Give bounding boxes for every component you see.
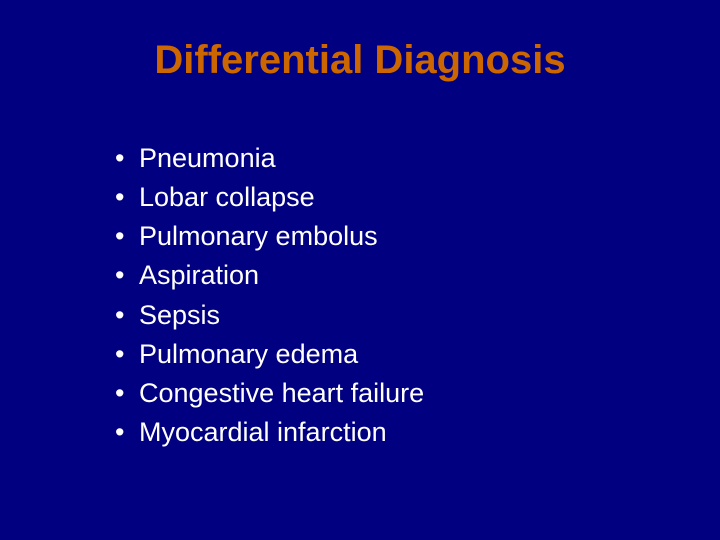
bullet-icon: • xyxy=(115,335,139,374)
list-item: • Sepsis xyxy=(115,296,660,335)
bullet-icon: • xyxy=(115,256,139,295)
bullet-text: Aspiration xyxy=(139,256,660,295)
bullet-text: Sepsis xyxy=(139,296,660,335)
bullet-text: Congestive heart failure xyxy=(139,374,660,413)
slide: Differential Diagnosis • Pneumonia • Lob… xyxy=(0,0,720,540)
bullet-icon: • xyxy=(115,413,139,452)
list-item: • Pulmonary edema xyxy=(115,335,660,374)
bullet-icon: • xyxy=(115,374,139,413)
list-item: • Congestive heart failure xyxy=(115,374,660,413)
bullet-text: Pulmonary edema xyxy=(139,335,660,374)
list-item: • Pneumonia xyxy=(115,139,660,178)
bullet-text: Pulmonary embolus xyxy=(139,217,660,256)
bullet-list: • Pneumonia • Lobar collapse • Pulmonary… xyxy=(60,139,660,452)
bullet-icon: • xyxy=(115,139,139,178)
slide-title: Differential Diagnosis xyxy=(60,38,660,83)
bullet-icon: • xyxy=(115,178,139,217)
bullet-icon: • xyxy=(115,296,139,335)
list-item: • Lobar collapse xyxy=(115,178,660,217)
bullet-text: Pneumonia xyxy=(139,139,660,178)
bullet-text: Lobar collapse xyxy=(139,178,660,217)
list-item: • Aspiration xyxy=(115,256,660,295)
bullet-text: Myocardial infarction xyxy=(139,413,660,452)
bullet-icon: • xyxy=(115,217,139,256)
list-item: • Pulmonary embolus xyxy=(115,217,660,256)
list-item: • Myocardial infarction xyxy=(115,413,660,452)
